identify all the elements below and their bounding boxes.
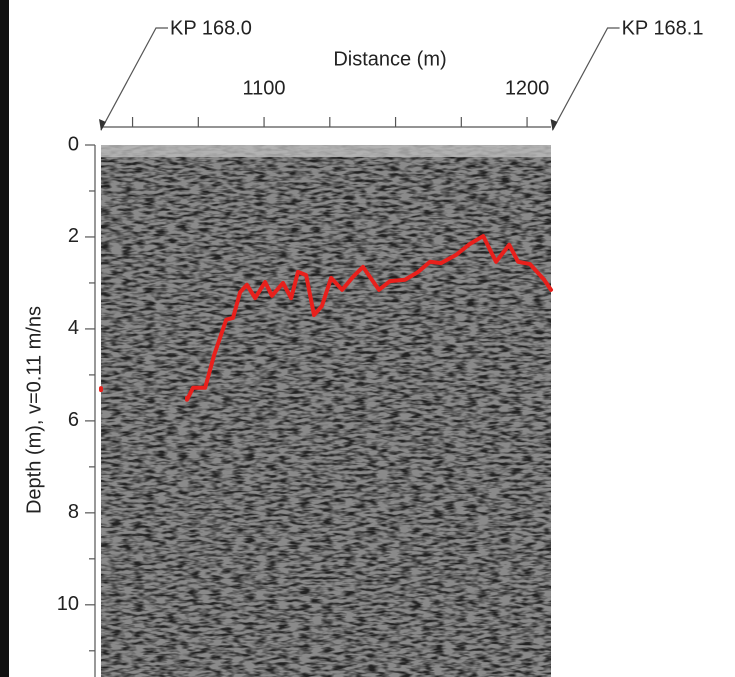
y-tick-label: 10 — [57, 593, 79, 615]
y-tick-label: 6 — [68, 409, 79, 431]
y-axis-title: Depth (m), v=0.11 m/ns — [23, 306, 45, 514]
y-tick-label: 2 — [68, 225, 79, 247]
radargram — [101, 145, 551, 677]
annotation-leader — [552, 27, 620, 131]
annotation-leader — [100, 27, 168, 131]
x-axis-title: Distance (m) — [333, 48, 446, 70]
annotation-arrow — [99, 119, 106, 131]
y-tick-label: 4 — [68, 317, 79, 339]
y-tick-label: 0 — [68, 133, 79, 155]
annotation-arrow — [550, 119, 558, 131]
x-tick-label: 1100 — [243, 77, 286, 99]
annotation: KP 168.1 — [622, 17, 704, 39]
x-tick-label: 1200 — [505, 77, 550, 99]
pick-line — [99, 234, 553, 402]
left-border — [0, 0, 9, 677]
annotation: KP 168.0 — [170, 17, 252, 39]
y-tick-label: 8 — [68, 501, 79, 523]
